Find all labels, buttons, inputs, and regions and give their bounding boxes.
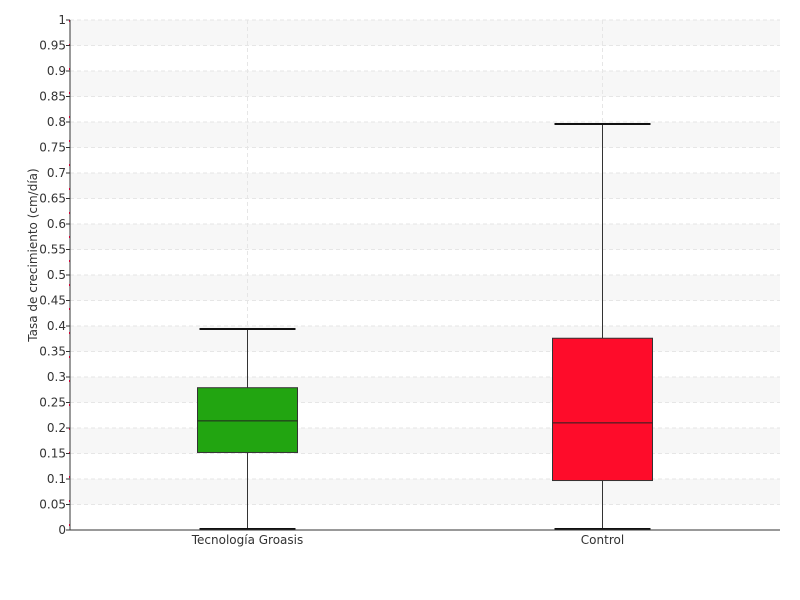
y-tick-label: 0.3 xyxy=(47,370,66,384)
grid-lines xyxy=(70,19,780,530)
y-tick-label: 0.1 xyxy=(47,472,66,486)
y-tick-label: 0.7 xyxy=(47,166,66,180)
y-tick-label: 1 xyxy=(58,13,66,27)
grid-band xyxy=(70,122,780,148)
grid-band xyxy=(70,326,780,352)
grid-band xyxy=(70,428,780,454)
box-iqr xyxy=(197,387,298,453)
y-tick-label: 0.5 xyxy=(47,268,66,282)
y-tick-label: 0.65 xyxy=(39,192,66,206)
y-tick-label: 0.2 xyxy=(47,421,66,435)
y-axis-title: Tasa de crecimiento (cm/día) xyxy=(26,168,40,342)
y-tick-label: 0.35 xyxy=(39,345,66,359)
background-bands xyxy=(70,20,780,505)
y-tick-label: 0.55 xyxy=(39,243,66,257)
y-tick-label: 0.85 xyxy=(39,90,66,104)
grid-band xyxy=(70,377,780,403)
y-tick-label: 0.6 xyxy=(47,217,66,231)
grid-band xyxy=(70,479,780,505)
x-axis-ticks: Tecnología Groasis Control xyxy=(191,533,624,547)
y-tick-label: 0.45 xyxy=(39,294,66,308)
y-tick-label: 0.05 xyxy=(39,498,66,512)
x-tick-label: Control xyxy=(581,533,624,547)
grid-band xyxy=(70,71,780,97)
y-tick-label: 0 xyxy=(58,523,66,537)
grid-band xyxy=(70,173,780,199)
y-tick-label: 0.15 xyxy=(39,447,66,461)
y-tick-label: 0.8 xyxy=(47,115,66,129)
y-axis-ticks: 0 0.05 0.1 0.15 0.2 0.25 0.3 0.35 0.4 0.45 0.5 0.55… xyxy=(39,13,70,537)
y-tick-label: 0.25 xyxy=(39,396,66,410)
y-tick-label: 0.95 xyxy=(39,39,66,53)
grid-band xyxy=(70,20,780,46)
grid-band xyxy=(70,275,780,301)
y-tick-label: 0.4 xyxy=(47,319,66,333)
grid-band xyxy=(70,224,780,250)
box-iqr xyxy=(552,337,653,482)
boxes xyxy=(197,123,653,530)
y-tick-label: 0.9 xyxy=(47,64,66,78)
y-tick-label: 0.75 xyxy=(39,141,66,155)
x-tick-label: Tecnología Groasis xyxy=(191,533,304,547)
